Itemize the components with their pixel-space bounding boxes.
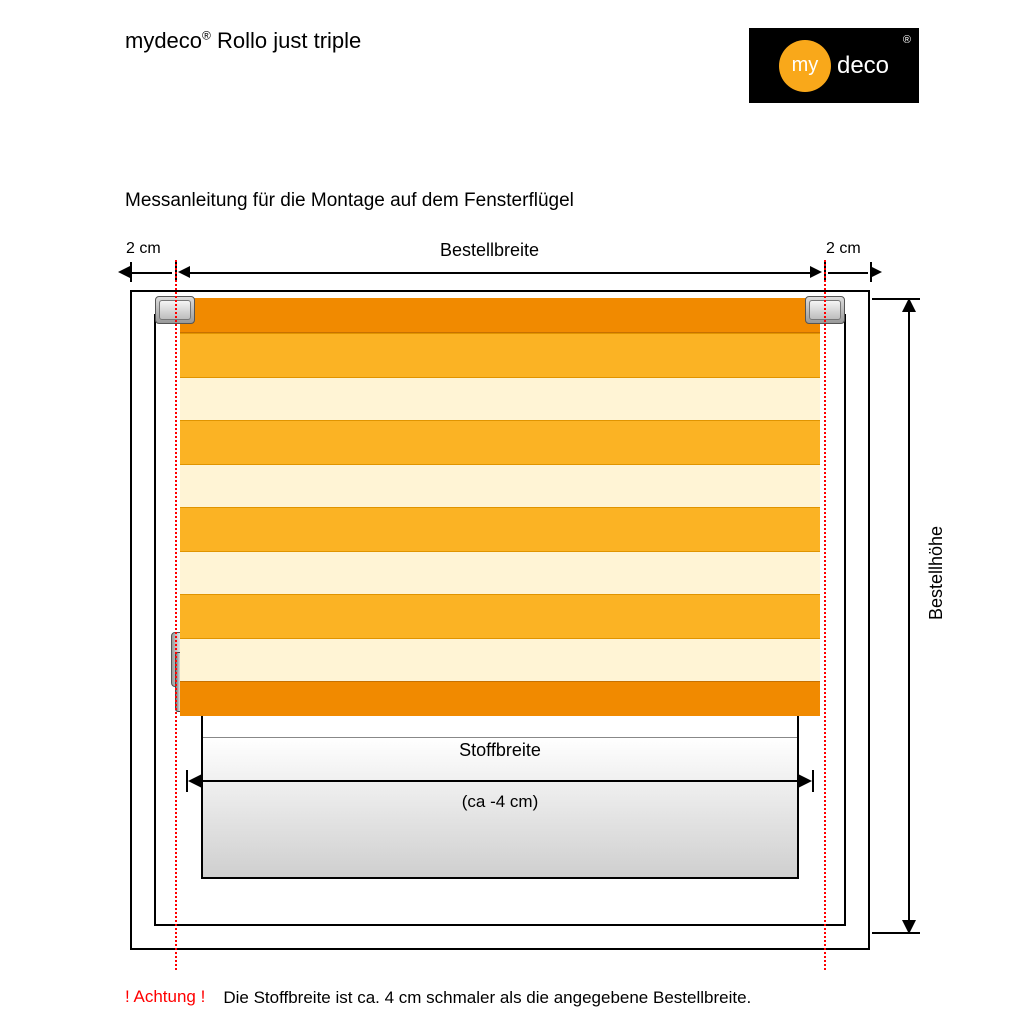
label-stoffbreite-note: (ca -4 cm) — [180, 792, 820, 812]
guide-line-right — [824, 260, 826, 970]
brand-logo: my deco ® — [749, 28, 919, 103]
logo-circle-text: my — [792, 54, 819, 77]
footer-note: ! Achtung ! Die Stoffbreite ist ca. 4 cm… — [125, 987, 944, 1010]
dim-segment — [828, 272, 868, 274]
logo-text: deco — [837, 52, 889, 80]
ext-line — [872, 298, 900, 300]
dim-segment — [132, 272, 172, 274]
warning-text: Die Stoffbreite ist ca. 4 cm schmaler al… — [223, 987, 751, 1010]
title-suffix: Rollo just triple — [211, 28, 361, 53]
blind-roller-top — [180, 298, 820, 333]
logo-reg: ® — [903, 34, 911, 46]
header: mydeco® Rollo just triple my deco ® — [125, 28, 919, 103]
subtitle: Messanleitung für die Montage auf dem Fe… — [125, 190, 574, 212]
warning-label: ! Achtung ! — [125, 987, 205, 1010]
tick — [812, 770, 814, 792]
dim-bestellhoehe — [890, 298, 930, 934]
label-stoffbreite: Stoffbreite — [180, 740, 820, 761]
guide-line-left — [175, 260, 177, 970]
dim-line — [188, 272, 812, 274]
stripe-light — [180, 639, 820, 682]
stripe-light — [180, 465, 820, 508]
label-bestellbreite: Bestellbreite — [440, 240, 539, 261]
stripe-dark — [180, 594, 820, 639]
title-prefix: mydeco — [125, 28, 202, 53]
dim-line — [200, 780, 800, 782]
label-2cm-left: 2 cm — [126, 240, 161, 258]
arrow-icon — [798, 774, 812, 788]
label-2cm-right: 2 cm — [826, 240, 861, 258]
dim-line — [908, 310, 910, 922]
title-reg: ® — [202, 29, 211, 43]
stripe-dark — [180, 333, 820, 378]
stripe-light — [180, 378, 820, 421]
arrow-icon — [810, 266, 822, 278]
ext-line — [872, 932, 900, 934]
blind-fabric — [180, 333, 820, 681]
measurement-diagram: 2 cm Bestellbreite 2 cm — [100, 230, 925, 950]
arrow-icon — [870, 266, 882, 278]
arrow-icon — [178, 266, 190, 278]
logo-circle: my — [779, 40, 831, 92]
roller-blind — [180, 298, 820, 716]
dim-stoffbreite: Stoffbreite (ca -4 cm) — [180, 740, 820, 800]
arrow-icon — [118, 266, 130, 278]
stripe-dark — [180, 507, 820, 552]
arrow-icon — [902, 920, 916, 934]
stripe-dark — [180, 420, 820, 465]
dim-top: 2 cm Bestellbreite 2 cm — [100, 240, 925, 290]
stripe-light — [180, 552, 820, 595]
product-title: mydeco® Rollo just triple — [125, 28, 361, 54]
blind-bottom-bar — [180, 681, 820, 716]
